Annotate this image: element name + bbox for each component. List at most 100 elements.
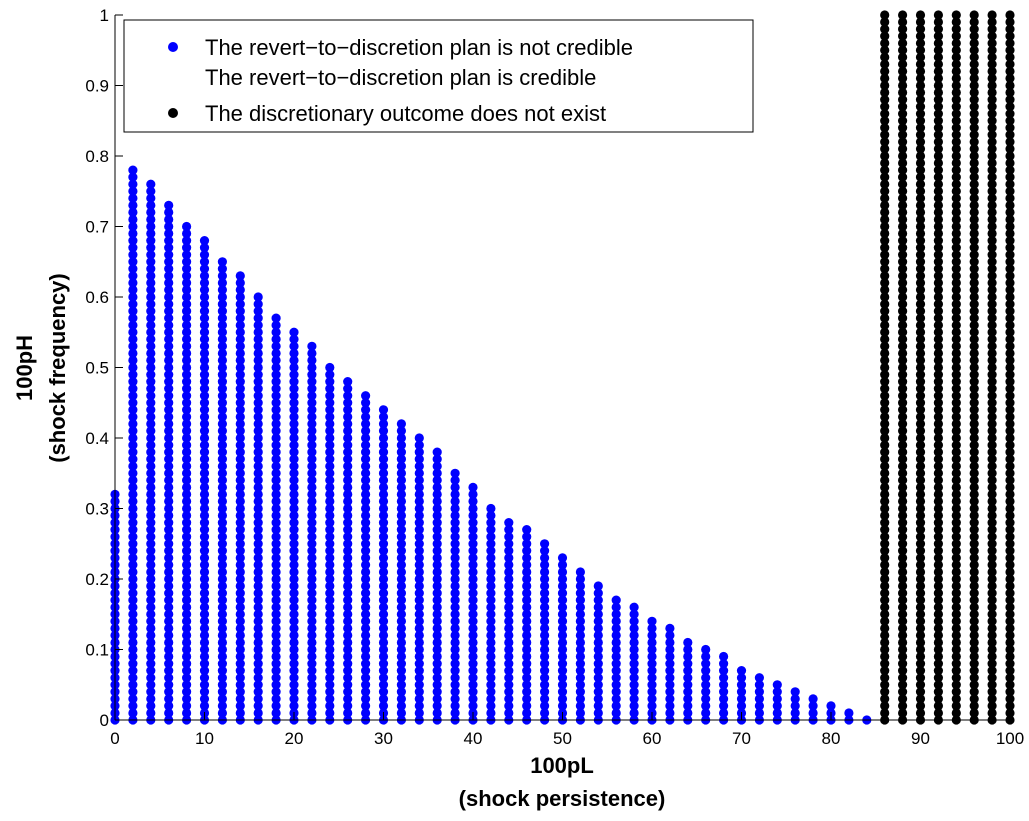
data-point [271,468,281,478]
data-point [987,264,997,274]
data-point [361,595,371,605]
data-point [951,10,961,20]
data-point [1005,299,1015,309]
data-point [146,546,156,556]
data-point [951,165,961,175]
data-point [253,651,263,662]
data-point [504,546,514,556]
data-point [164,447,174,457]
data-point [593,602,603,612]
x-axis-title-line2: (shock persistence) [459,786,666,811]
data-point [199,468,210,478]
data-point [307,503,317,514]
data-point [128,673,138,683]
data-point [343,701,353,711]
data-point [1005,179,1015,189]
data-point [396,574,406,584]
data-point [898,10,908,20]
data-point [933,694,944,704]
data-point [951,553,961,563]
data-point [271,447,281,457]
data-point [540,708,550,718]
data-point [575,708,586,718]
data-point [880,553,890,563]
data-point [880,193,890,203]
data-point [987,73,997,83]
data-point [987,630,997,641]
data-point [217,518,227,528]
data-point [146,271,156,281]
data-point [504,567,514,577]
data-point [182,546,192,556]
data-point [414,482,424,492]
data-point [468,680,478,690]
data-point [1005,567,1015,577]
data-point [253,320,263,330]
data-point [898,398,908,408]
data-point [915,59,926,69]
data-point [915,207,926,217]
data-point [414,539,424,549]
data-point [307,574,317,584]
data-point [199,475,210,485]
data-point [898,546,908,556]
data-point [146,370,156,380]
data-point [969,66,979,76]
data-point [235,334,245,344]
data-point [629,673,639,683]
y-tick-label: 0.5 [85,359,109,378]
data-point [182,666,192,676]
data-point [164,482,174,492]
data-point [325,539,335,549]
data-point [951,179,961,189]
data-point [378,644,389,655]
data-point [235,532,245,542]
data-point [987,433,997,443]
data-point [128,496,138,506]
data-point [933,666,944,676]
data-point [235,306,245,316]
data-point [289,581,299,591]
data-point [898,38,908,48]
data-point [772,694,782,704]
data-point [915,52,926,62]
data-point [969,680,979,690]
data-point [146,496,156,506]
data-point [1005,419,1015,429]
data-point [915,200,926,210]
data-point [253,694,263,704]
data-point [361,475,371,485]
data-point [915,419,926,429]
data-point [182,637,192,648]
data-point [289,398,299,408]
data-point [235,510,245,521]
data-point [182,539,192,549]
data-point [486,581,496,591]
data-point [414,630,424,641]
data-point [450,673,460,683]
data-point [880,454,890,464]
data-point [951,525,961,535]
data-point [951,207,961,217]
data-point [414,574,424,584]
data-point [557,644,568,655]
data-point [522,588,532,598]
data-point [253,454,263,464]
data-point [325,574,335,584]
x-tick-label: 90 [911,729,930,748]
data-point [253,701,263,711]
data-point [146,637,156,648]
data-point [522,630,532,641]
data-point [486,525,496,535]
data-point [915,503,926,514]
data-point [307,433,317,443]
data-point [915,405,926,415]
data-point [1005,271,1015,281]
data-point [235,362,245,373]
data-point [128,299,138,309]
data-point [450,482,460,492]
data-point [898,532,908,542]
data-point [271,391,281,401]
data-point [665,680,675,690]
data-point [164,687,174,697]
